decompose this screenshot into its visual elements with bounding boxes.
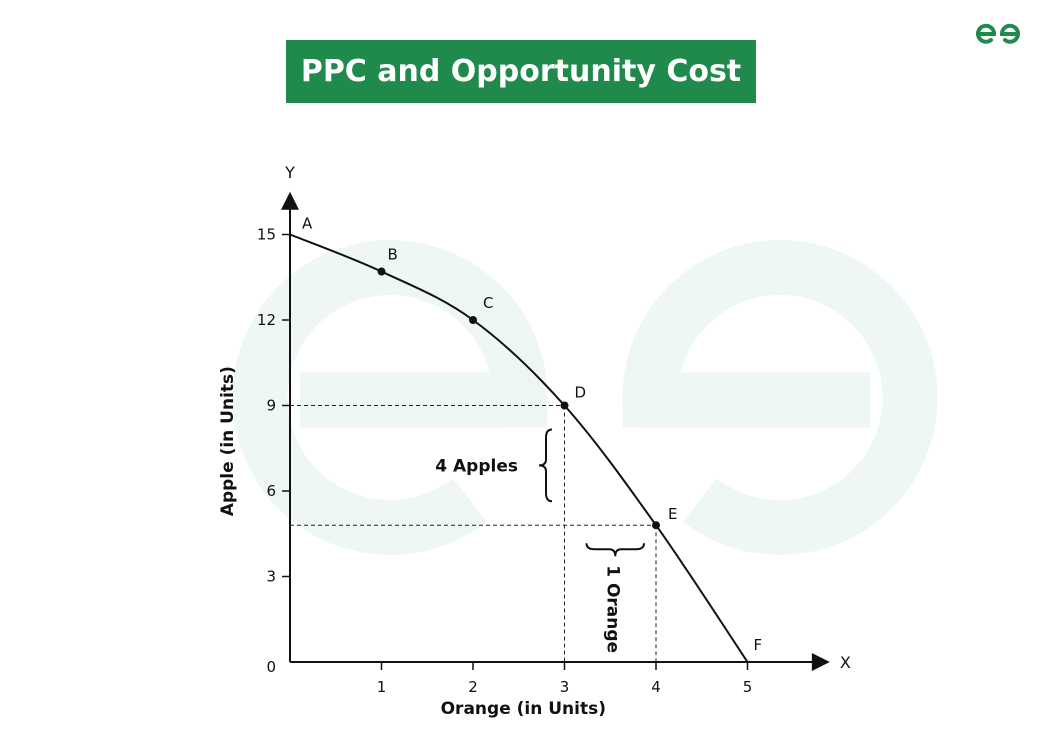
y-tick-label: 0 xyxy=(266,658,276,676)
y-axis-letter: Y xyxy=(284,163,295,182)
x-axis-letter: X xyxy=(840,653,851,672)
y-tick-label: 9 xyxy=(266,397,276,415)
data-point-b xyxy=(377,267,386,276)
y-tick-label: 3 xyxy=(266,568,276,586)
point-label-c: C xyxy=(483,294,493,312)
orange-brace xyxy=(585,543,645,557)
apples-brace xyxy=(538,428,553,503)
point-label-e: E xyxy=(668,505,677,523)
x-tick-label: 1 xyxy=(377,678,387,696)
y-axis-arrow-icon xyxy=(281,191,299,210)
y-tick-label: 6 xyxy=(266,482,276,500)
point-label-b: B xyxy=(388,246,398,264)
gfg-logo-icon xyxy=(976,23,1020,44)
point-label-d: D xyxy=(575,384,587,402)
data-points: A B C D E F xyxy=(302,215,762,655)
data-point-c xyxy=(469,316,477,324)
annotations: 4 Apples 1 Orange xyxy=(435,428,645,653)
x-tick-label: 4 xyxy=(651,678,661,696)
guide-lines xyxy=(290,405,657,662)
apples-annotation: 4 Apples xyxy=(435,456,518,476)
data-point-d xyxy=(560,401,569,410)
y-tick-label: 15 xyxy=(257,226,276,244)
data-point-e xyxy=(652,521,660,530)
x-tick-label: 2 xyxy=(468,678,478,696)
x-tick-label: 5 xyxy=(743,678,753,696)
x-axis-label: Orange (in Units) xyxy=(441,699,606,719)
axes xyxy=(281,191,830,671)
orange-annotation: 1 Orange xyxy=(602,565,622,653)
y-tick-label: 12 xyxy=(257,311,276,329)
watermark-logo-icon xyxy=(232,240,938,555)
chart-title: PPC and Opportunity Cost xyxy=(286,40,756,103)
x-tick-label: 3 xyxy=(560,678,570,696)
y-axis-label: Apple (in Units) xyxy=(218,366,238,516)
point-label-a: A xyxy=(302,215,313,233)
point-label-f: F xyxy=(754,636,763,654)
x-axis-arrow-icon xyxy=(811,653,830,671)
